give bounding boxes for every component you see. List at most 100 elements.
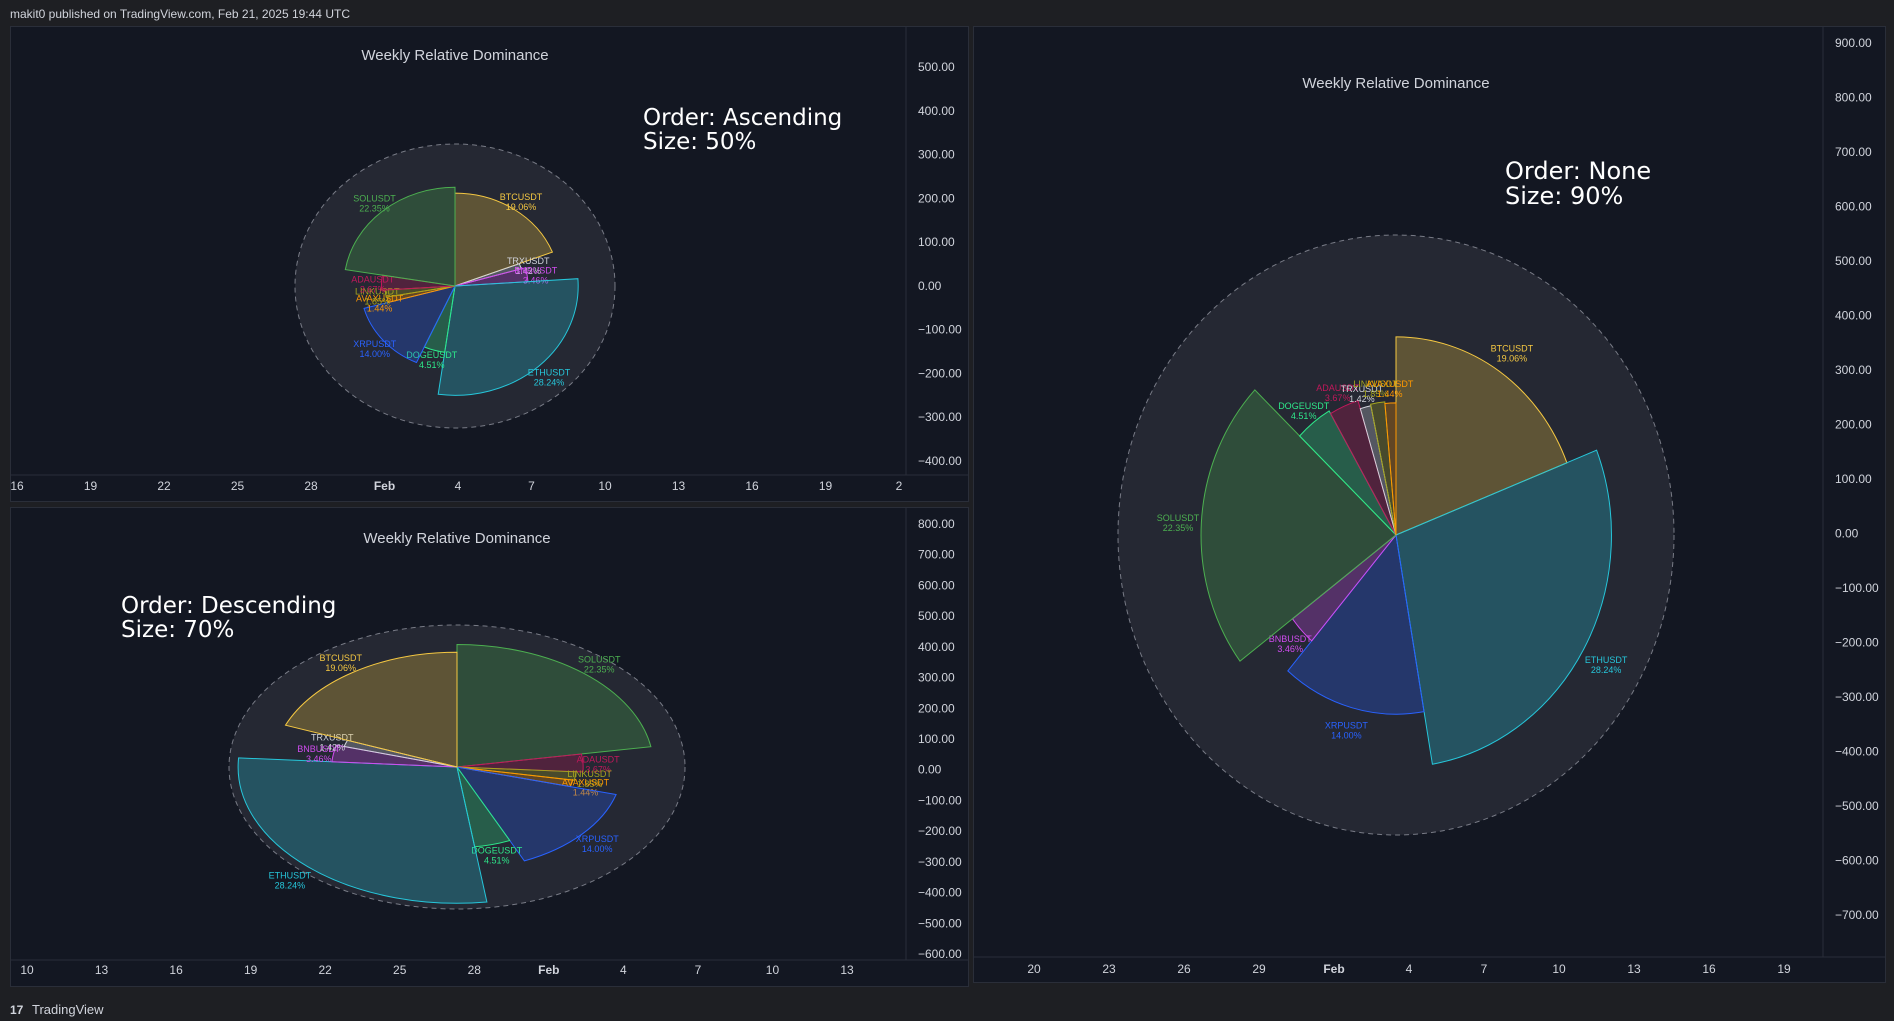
y-tick-label[interactable]: −300.00: [918, 410, 962, 424]
y-tick-label[interactable]: −100.00: [918, 793, 962, 807]
y-tick-label[interactable]: 500.00: [918, 609, 955, 623]
y-tick-label[interactable]: 300.00: [1835, 363, 1872, 377]
y-tick-label[interactable]: −300.00: [918, 855, 962, 869]
pie-slice-ethusdt[interactable]: [237, 757, 488, 904]
x-tick-label[interactable]: 19: [244, 963, 258, 977]
y-tick-label[interactable]: 300.00: [918, 671, 955, 685]
y-tick-label[interactable]: 600.00: [1835, 200, 1872, 214]
x-tick-label[interactable]: 13: [95, 963, 109, 977]
pie-slice-btcusdt[interactable]: [1395, 336, 1568, 536]
chart-panel-ascending[interactable]: 500.00 400.00 300.00 200.00 100.00 0.00 −100.0…: [10, 26, 969, 502]
x-tick-label[interactable]: Feb: [374, 479, 395, 493]
y-tick-label[interactable]: 0.00: [918, 763, 942, 777]
y-tick-label[interactable]: −100.00: [918, 323, 962, 337]
pie-slice-ethusdt[interactable]: [437, 278, 579, 396]
x-tick-label[interactable]: Feb: [538, 963, 559, 977]
x-tick-label[interactable]: 13: [840, 963, 854, 977]
pie-slice-linkusdt[interactable]: [1370, 401, 1397, 536]
x-tick-label[interactable]: 28: [468, 963, 482, 977]
x-tick-label[interactable]: 7: [1481, 962, 1488, 976]
y-tick-label[interactable]: 200.00: [918, 701, 955, 715]
x-tick-label[interactable]: 10: [20, 963, 34, 977]
y-tick-label[interactable]: −500.00: [1835, 799, 1879, 813]
pie-slice-xrpusdt[interactable]: [363, 285, 456, 364]
y-tick-label[interactable]: 600.00: [918, 578, 955, 592]
pie-slice-ethusdt[interactable]: [1395, 449, 1612, 765]
y-tick-label[interactable]: 800.00: [1835, 91, 1872, 105]
pie-slice-adausdt[interactable]: [1329, 400, 1397, 536]
x-tick-label[interactable]: 13: [672, 479, 686, 493]
x-tick-label[interactable]: 16: [169, 963, 183, 977]
y-tick-label[interactable]: −700.00: [1835, 908, 1879, 922]
pie-slice-adausdt[interactable]: [456, 753, 584, 773]
y-tick-label[interactable]: −600.00: [918, 947, 962, 961]
y-tick-label[interactable]: −200.00: [918, 366, 962, 380]
pie-slice-solusdt[interactable]: [456, 643, 652, 768]
x-tick-label[interactable]: 4: [620, 963, 627, 977]
x-tick-label[interactable]: 16: [1702, 962, 1716, 976]
x-tick-label[interactable]: 23: [1102, 962, 1116, 976]
pie-chart-descending[interactable]: 800.00 700.00 600.00 500.00 400.00 300.00 200.…: [11, 508, 968, 986]
x-tick-label[interactable]: 10: [1552, 962, 1566, 976]
y-tick-label[interactable]: −200.00: [918, 824, 962, 838]
y-tick-label[interactable]: −600.00: [1835, 854, 1879, 868]
y-tick-label[interactable]: 500.00: [1835, 254, 1872, 268]
tradingview-logo-icon[interactable]: 17: [10, 1003, 24, 1017]
y-tick-label[interactable]: 0.00: [1835, 527, 1859, 541]
y-tick-label[interactable]: 100.00: [1835, 472, 1872, 486]
y-tick-label[interactable]: −400.00: [918, 886, 962, 900]
pie-slice-avaxusdt[interactable]: [1384, 402, 1397, 536]
y-tick-label[interactable]: 100.00: [918, 235, 955, 249]
x-tick-label[interactable]: 26: [1177, 962, 1191, 976]
y-tick-label[interactable]: 700.00: [918, 548, 955, 562]
y-tick-label[interactable]: 800.00: [918, 517, 955, 531]
x-tick-label[interactable]: 19: [819, 479, 833, 493]
pie-slice-xrpusdt[interactable]: [1287, 533, 1425, 715]
x-tick-label[interactable]: 7: [695, 963, 702, 977]
pie-slice-xrpusdt[interactable]: [455, 766, 617, 862]
x-tick-label[interactable]: 10: [766, 963, 780, 977]
x-tick-label[interactable]: 22: [319, 963, 333, 977]
x-tick-label[interactable]: 4: [455, 479, 462, 493]
pie-slice-dogeusdt[interactable]: [1298, 410, 1397, 536]
x-tick-label[interactable]: 25: [231, 479, 245, 493]
y-tick-label[interactable]: −400.00: [918, 454, 962, 468]
pie-slice-solusdt[interactable]: [1200, 389, 1397, 662]
x-tick-label[interactable]: Feb: [1323, 962, 1344, 976]
x-tick-label[interactable]: 28: [304, 479, 318, 493]
pie-slice-btcusdt[interactable]: [284, 651, 458, 768]
y-tick-label[interactable]: −300.00: [1835, 690, 1879, 704]
chart-panel-descending[interactable]: 800.00 700.00 600.00 500.00 400.00 300.00 200.…: [10, 507, 969, 987]
x-tick-label[interactable]: 25: [393, 963, 407, 977]
x-tick-label[interactable]: 22: [157, 479, 171, 493]
x-tick-label[interactable]: 19: [1777, 962, 1791, 976]
x-tick-label[interactable]: 7: [528, 479, 535, 493]
y-tick-label[interactable]: −100.00: [1835, 581, 1879, 595]
y-tick-label[interactable]: 400.00: [1835, 309, 1872, 323]
x-tick-label[interactable]: 29: [1252, 962, 1266, 976]
pie-slice-btcusdt[interactable]: [454, 192, 554, 287]
pie-chart-ascending[interactable]: 500.00 400.00 300.00 200.00 100.00 0.00 −100.0…: [11, 27, 968, 501]
y-tick-label[interactable]: 400.00: [918, 104, 955, 118]
y-tick-label[interactable]: −200.00: [1835, 636, 1879, 650]
x-tick-label[interactable]: 20: [1027, 962, 1041, 976]
y-tick-label[interactable]: 300.00: [918, 148, 955, 162]
y-tick-label[interactable]: −400.00: [1835, 745, 1879, 759]
y-tick-label[interactable]: 500.00: [918, 60, 955, 74]
y-tick-label[interactable]: −500.00: [918, 916, 962, 930]
pie-slice-solusdt[interactable]: [344, 186, 456, 287]
y-tick-label[interactable]: 700.00: [1835, 145, 1872, 159]
tradingview-brand[interactable]: TradingView: [32, 1002, 104, 1017]
y-tick-label[interactable]: 400.00: [918, 640, 955, 654]
x-tick-label[interactable]: 4: [1406, 962, 1413, 976]
pie-chart-none[interactable]: 900.00 800.00 700.00 600.00 500.00 400.00 300.…: [974, 27, 1885, 982]
y-tick-label[interactable]: 900.00: [1835, 36, 1872, 50]
x-tick-label[interactable]: 2: [896, 479, 903, 493]
chart-panel-none[interactable]: 900.00 800.00 700.00 600.00 500.00 400.00 300.…: [973, 26, 1886, 983]
y-tick-label[interactable]: 200.00: [1835, 418, 1872, 432]
x-tick-label[interactable]: 16: [745, 479, 759, 493]
y-tick-label[interactable]: 200.00: [918, 191, 955, 205]
y-tick-label[interactable]: 0.00: [918, 279, 942, 293]
x-tick-label[interactable]: 13: [1627, 962, 1641, 976]
x-tick-label[interactable]: 10: [598, 479, 612, 493]
